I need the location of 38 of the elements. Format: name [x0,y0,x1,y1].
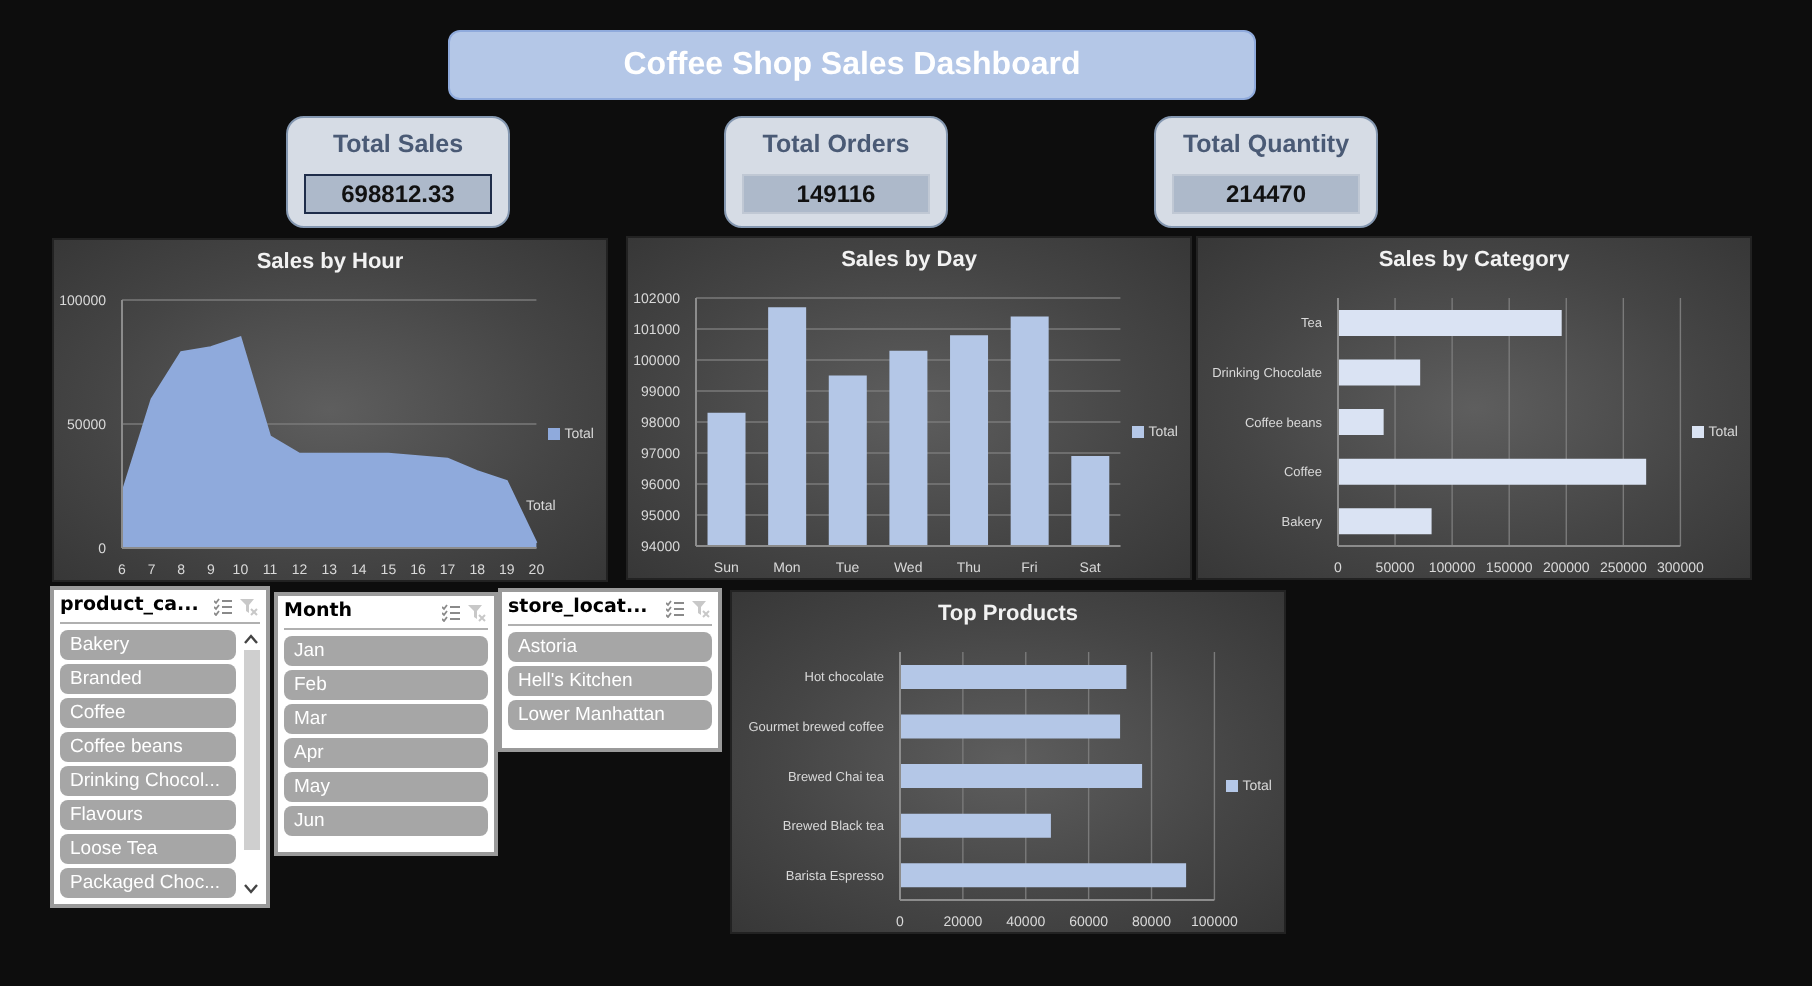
text: Lower Manhattan [508,700,712,730]
text: store_locat... [508,596,648,618]
bar [1338,359,1421,386]
text: 698812.33 [341,180,455,208]
bar [900,813,1051,838]
text: Drinking Chocol... [60,766,236,796]
text: Mar [284,704,488,734]
text: Hell's Kitchen [508,666,712,696]
text: product_ca... [60,594,199,616]
text: May [284,772,488,802]
bar [900,764,1143,789]
text: Feb [284,670,488,700]
text: Flavours [60,800,236,830]
text: Loose Tea [60,834,236,864]
bar [1338,458,1647,485]
chart-title: Top Products [935,602,1081,626]
text: Total Quantity [1180,130,1352,158]
text: Coffee Shop Sales Dashboard [623,47,1081,83]
chart-title: Sales by Category [1376,248,1572,272]
bar [900,714,1121,739]
bar [1338,508,1432,535]
text: Apr [284,738,488,768]
text: 149116 [796,180,876,208]
bar [900,664,1127,689]
text: Total Sales [330,130,466,158]
text: Month [284,600,353,622]
text: Jun [284,806,488,836]
chart-title: Sales by Hour [254,250,406,274]
chart-title: Sales by Day [839,248,979,272]
text: Total Orders [760,130,912,158]
text: Packaged Choc... [60,868,236,898]
bar [1338,309,1562,336]
text: Branded [60,664,236,694]
text: Astoria [508,632,712,662]
text: Jan [284,636,488,666]
bar [1338,409,1384,436]
bar [900,863,1187,888]
text: 214470 [1225,180,1307,208]
